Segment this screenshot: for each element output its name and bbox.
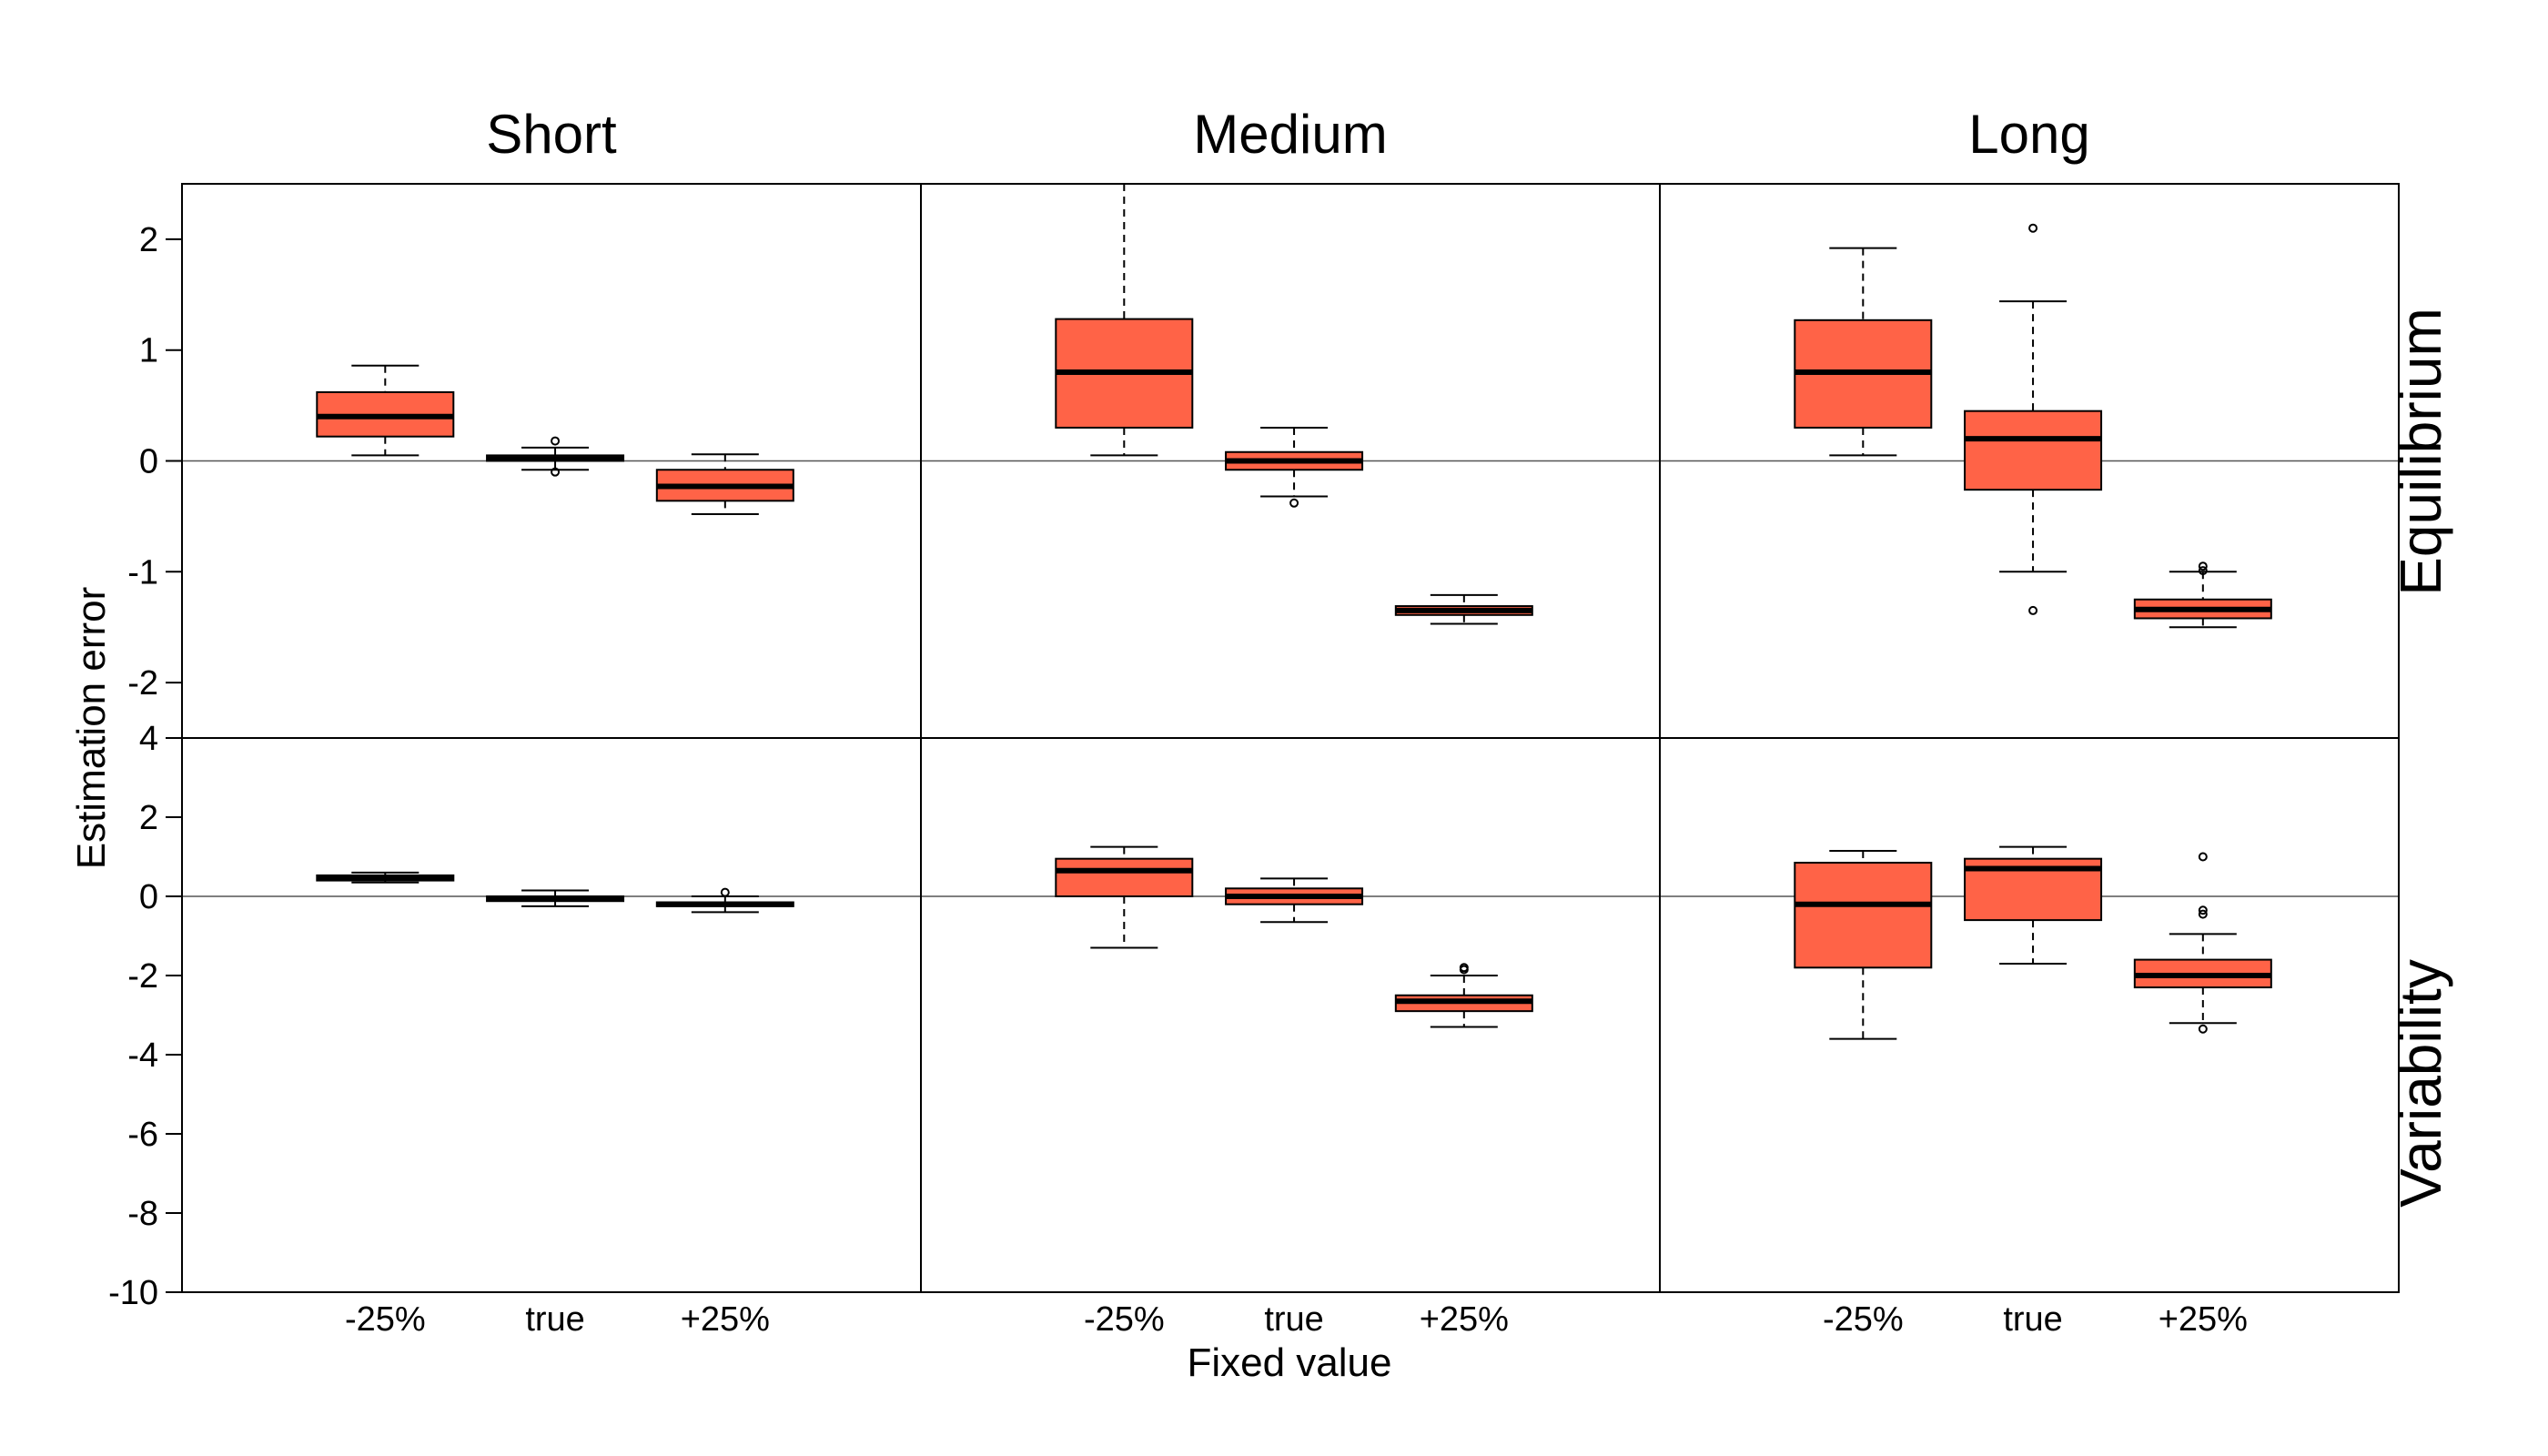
outlier-point bbox=[2198, 561, 2208, 571]
y-tick-label: 2 bbox=[139, 799, 158, 837]
interquartile-box bbox=[1964, 410, 2103, 491]
y-tick-label: 0 bbox=[139, 878, 158, 916]
outlier-point bbox=[2198, 905, 2208, 915]
x-tick-label: -25% bbox=[1084, 1300, 1165, 1339]
boxplot-true bbox=[1225, 877, 1364, 924]
boxplot--25% bbox=[316, 871, 455, 884]
x-axis-title: Fixed value bbox=[1187, 1340, 1391, 1385]
y-tick-label: 0 bbox=[139, 443, 158, 481]
boxplot-true bbox=[1225, 426, 1364, 508]
interquartile-box bbox=[1055, 857, 1194, 897]
column-title-medium: Medium bbox=[1193, 104, 1387, 165]
x-tick-label: true bbox=[525, 1300, 584, 1339]
outlier-point bbox=[720, 887, 730, 897]
x-tick-label: +25% bbox=[1420, 1300, 1509, 1339]
y-tick-label: -2 bbox=[127, 957, 158, 996]
outlier-point bbox=[2198, 909, 2208, 919]
boxplot--25% bbox=[1055, 183, 1194, 457]
y-tick-label: -6 bbox=[127, 1116, 158, 1154]
boxplot-true bbox=[1964, 845, 2103, 965]
y-tick-label: -8 bbox=[127, 1195, 158, 1233]
outlier-point bbox=[2198, 566, 2208, 576]
column-title-long: Long bbox=[1968, 104, 2089, 165]
y-tick-label: -1 bbox=[127, 553, 158, 592]
outlier-point bbox=[2028, 605, 2038, 615]
x-tick-label: -25% bbox=[345, 1300, 426, 1339]
boxplot--25% bbox=[1794, 849, 1933, 1040]
boxplot--25% bbox=[1794, 247, 1933, 457]
row-title-equilibrium: Equilibrium bbox=[2388, 308, 2453, 596]
x-tick-label: true bbox=[2003, 1300, 2062, 1339]
y-tick-label: 1 bbox=[139, 332, 158, 370]
y-tick-label: -4 bbox=[127, 1036, 158, 1075]
y-tick-label: -10 bbox=[108, 1274, 158, 1312]
boxplot-+25% bbox=[1394, 593, 1533, 625]
outlier-point bbox=[551, 436, 561, 446]
x-tick-label: -25% bbox=[1823, 1300, 1904, 1339]
boxplot-+25% bbox=[1394, 963, 1533, 1028]
outlier-point bbox=[2198, 1024, 2208, 1034]
boxplot--25% bbox=[316, 364, 455, 457]
boxplot-+25% bbox=[2133, 852, 2272, 1034]
boxplot-+25% bbox=[2133, 561, 2272, 629]
outlier-point bbox=[551, 467, 561, 477]
boxplot--25% bbox=[1055, 845, 1194, 949]
outlier-point bbox=[1289, 498, 1299, 508]
y-tick-label: 4 bbox=[139, 720, 158, 758]
boxplot-true bbox=[486, 436, 625, 477]
boxplot-+25% bbox=[655, 453, 794, 515]
boxplot-true bbox=[486, 889, 625, 907]
row-title-variability: Variability bbox=[2388, 959, 2453, 1208]
outlier-point bbox=[2198, 852, 2208, 862]
column-title-short: Short bbox=[486, 104, 617, 165]
x-tick-label: +25% bbox=[2159, 1300, 2248, 1339]
outlier-point bbox=[1459, 965, 1469, 975]
interquartile-box bbox=[1794, 862, 1933, 969]
y-tick-label: -2 bbox=[127, 664, 158, 703]
boxplot-true bbox=[1964, 223, 2103, 615]
boxplot-+25% bbox=[655, 887, 794, 914]
y-axis-title: Estimation error bbox=[69, 587, 114, 870]
outlier-point bbox=[2028, 223, 2038, 233]
x-tick-label: true bbox=[1264, 1300, 1323, 1339]
y-tick-label: 2 bbox=[139, 221, 158, 259]
x-tick-label: +25% bbox=[681, 1300, 770, 1339]
